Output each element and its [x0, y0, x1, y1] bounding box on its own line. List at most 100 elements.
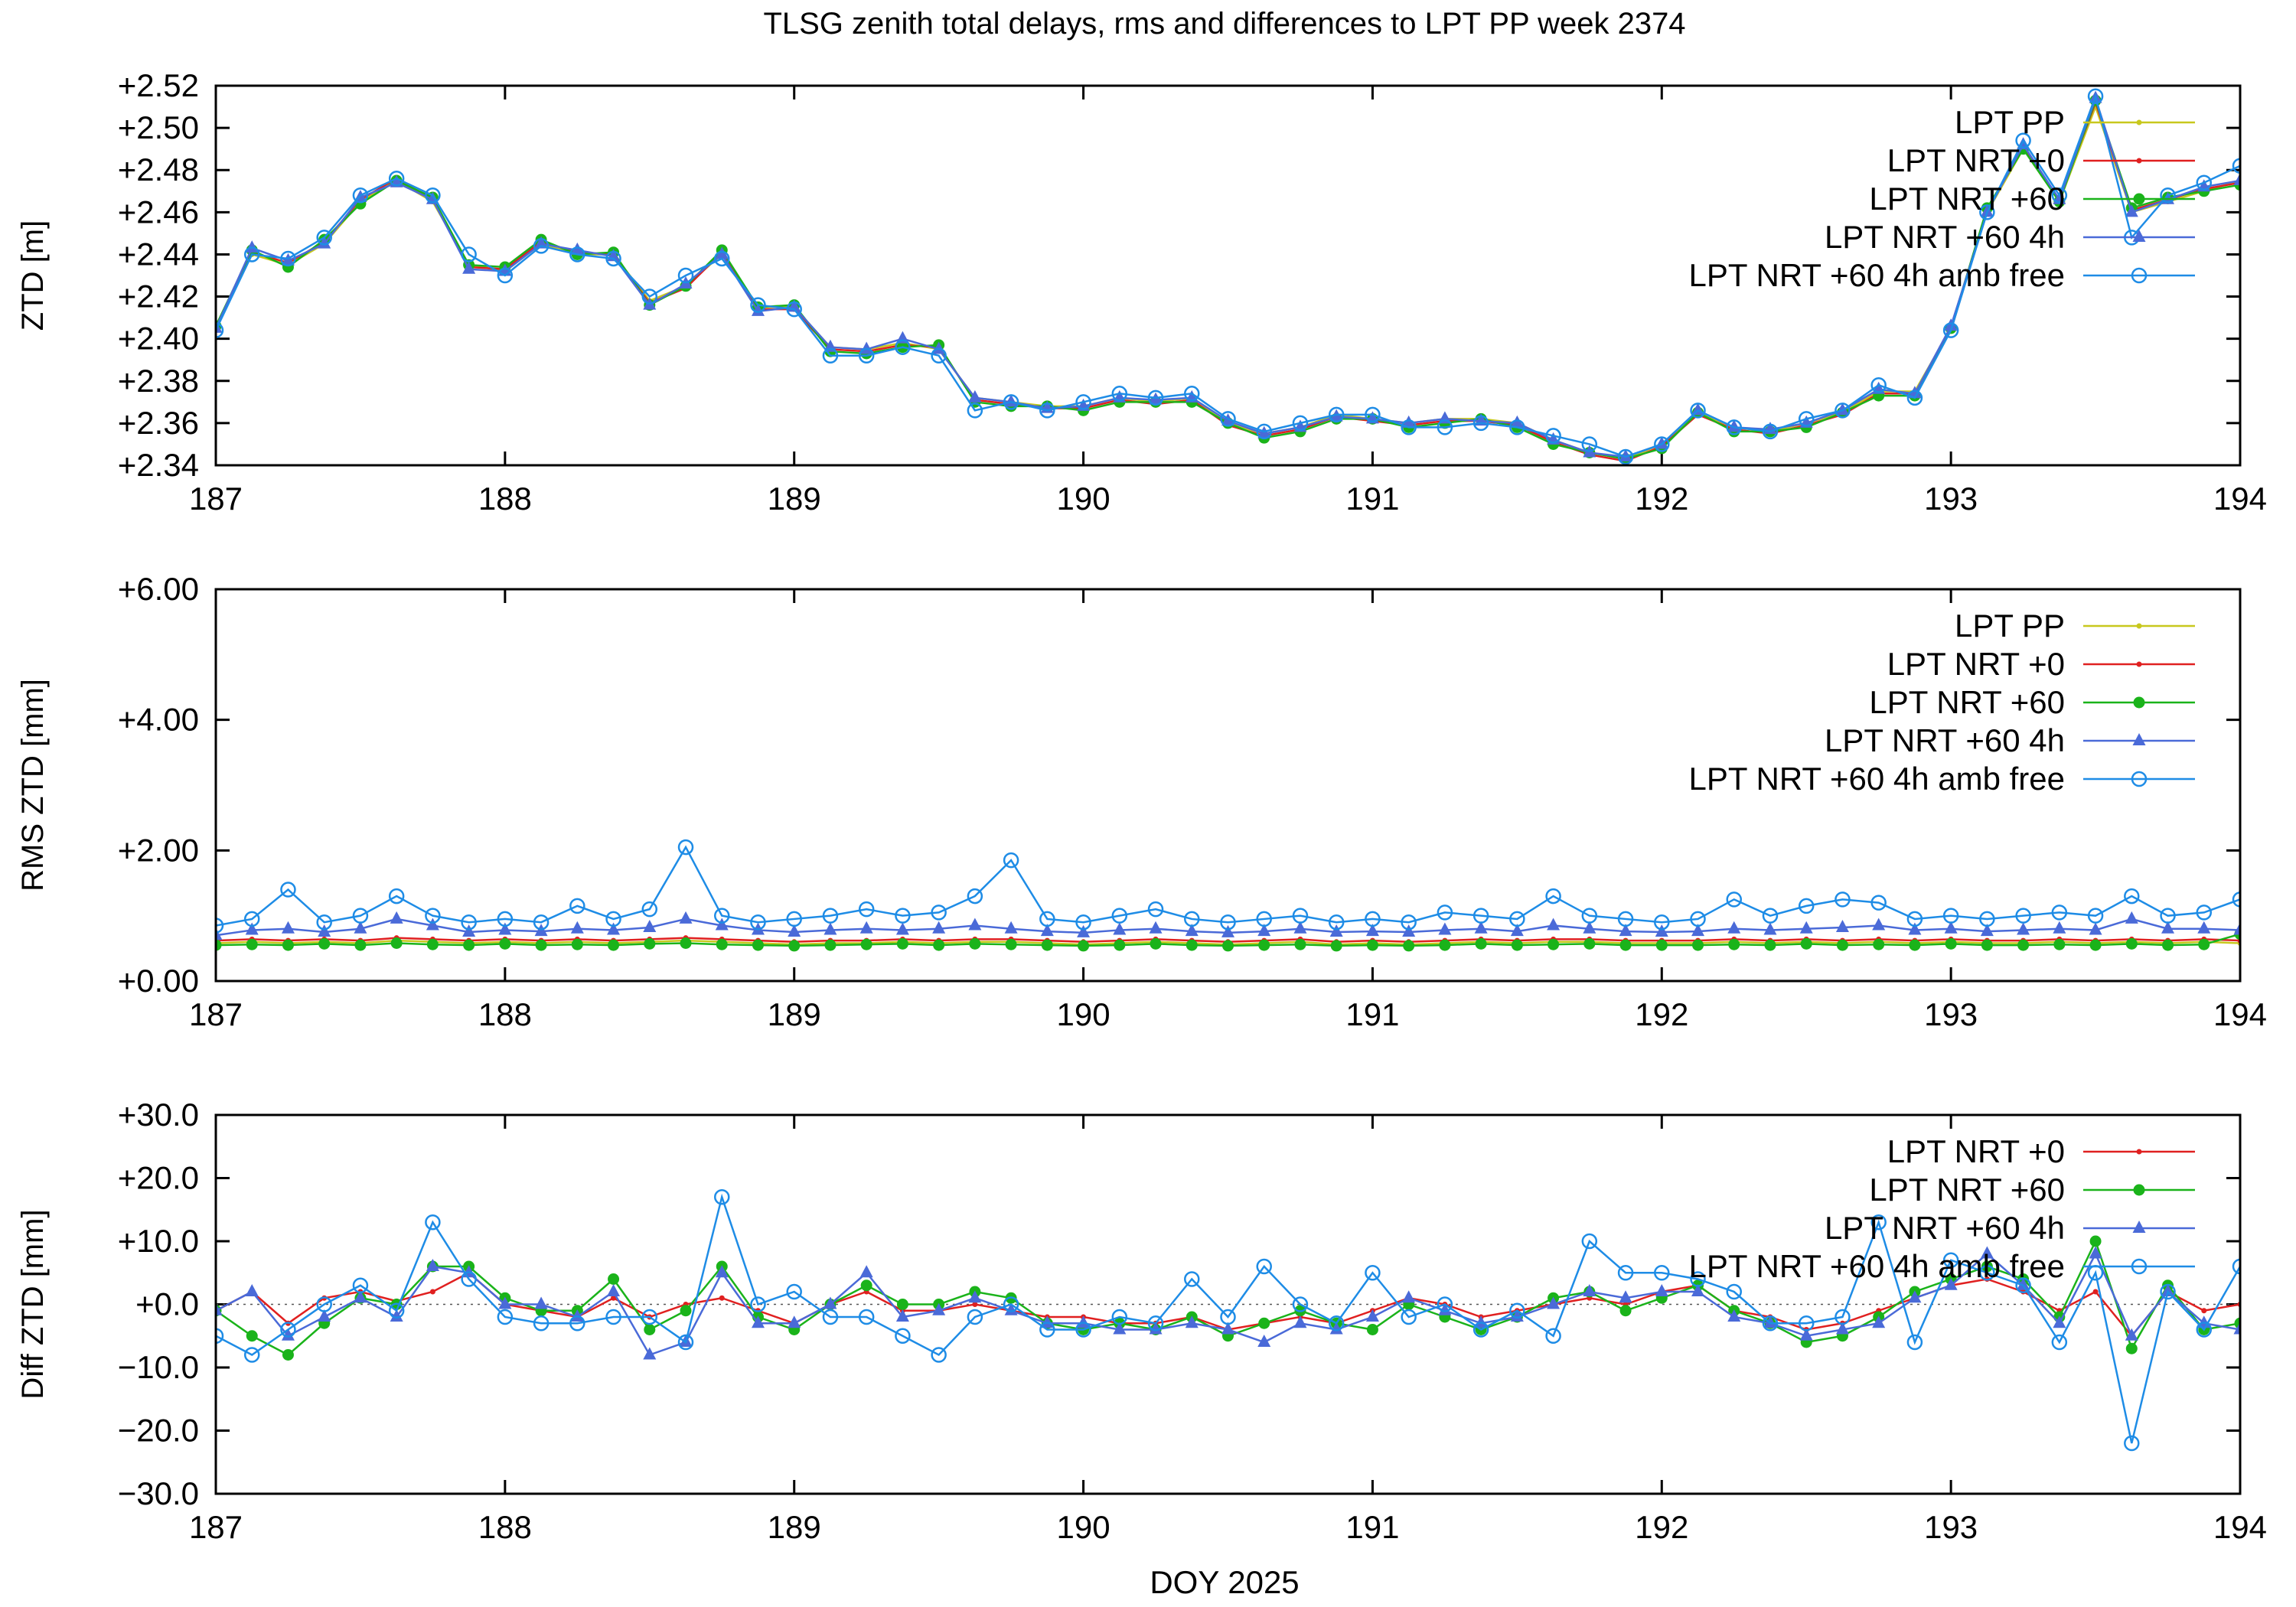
data-point: [425, 187, 441, 204]
x-tick-label: 192: [1635, 996, 1688, 1032]
data-point: [425, 1214, 441, 1231]
data-point: [1437, 419, 1453, 435]
data-point: [243, 1347, 260, 1363]
data-point: [388, 170, 405, 187]
data-point: [1114, 939, 1126, 951]
data-point: [534, 236, 548, 249]
data-point: [1221, 1322, 1234, 1335]
data-point: [1654, 914, 1670, 931]
data-point: [316, 914, 332, 931]
data-point: [318, 236, 331, 249]
data-point: [1184, 386, 1200, 402]
data-point: [498, 922, 512, 935]
x-tick-label: 187: [189, 996, 243, 1032]
data-point: [968, 390, 982, 403]
data-point: [677, 267, 694, 284]
data-point: [462, 924, 476, 937]
data-point: [1654, 1265, 1670, 1281]
y-axis-label: RMS ZTD [mm]: [16, 679, 50, 892]
x-tick-label: 191: [1345, 1509, 1399, 1545]
data-point: [1619, 939, 1632, 951]
data-point: [1040, 924, 1054, 937]
y-tick-label: +2.34: [118, 447, 199, 483]
data-point: [429, 1289, 435, 1295]
data-point: [2125, 1328, 2138, 1341]
data-point: [1583, 937, 1596, 950]
x-tick-label: 188: [478, 1509, 532, 1545]
data-point: [788, 940, 801, 952]
data-point: [1474, 921, 1488, 934]
x-tick-label: 188: [478, 996, 532, 1032]
data-point: [1547, 1296, 1561, 1309]
data-point: [1726, 419, 1742, 435]
data-point: [1147, 390, 1164, 406]
data-point: [752, 939, 764, 951]
x-tick-label: 190: [1057, 996, 1110, 1032]
legend-marker: [2132, 1221, 2146, 1233]
legend-label: LPT NRT +60: [1869, 684, 2065, 720]
legend-marker: [2136, 158, 2142, 164]
y-axis-label: Diff ZTD [mm]: [16, 1209, 50, 1399]
diff-panel: Diff ZTD [mm] −30.0 −20.0 −10.0 +0.0 +10.0 +20…: [16, 1097, 2267, 1545]
data-point: [1077, 924, 1091, 937]
y-tick-label: −30.0: [118, 1475, 199, 1511]
data-point: [2015, 1277, 2031, 1293]
data-point: [860, 1279, 872, 1292]
data-point: [2196, 174, 2213, 191]
legend-label: LPT PP: [1955, 104, 2065, 140]
data-point: [2051, 187, 2068, 204]
data-point: [932, 341, 946, 354]
x-tick-label: 187: [189, 1509, 243, 1545]
data-point: [2161, 1284, 2175, 1296]
data-point: [1835, 920, 1849, 933]
data-point: [896, 1299, 908, 1310]
data-point: [715, 246, 729, 259]
data-point: [822, 347, 839, 363]
data-point: [967, 1309, 983, 1325]
data-point: [2233, 173, 2240, 185]
data-point: [895, 1309, 909, 1322]
data-point: [497, 1309, 514, 1325]
data-point: [931, 347, 947, 363]
data-point: [1437, 1296, 1453, 1312]
data-point: [1111, 1309, 1128, 1325]
data-point: [611, 1295, 617, 1301]
data-point: [1510, 924, 1524, 937]
x-tick-label: 193: [1924, 481, 1978, 517]
series-lpt-nrt-60-4h-amb-free: [216, 839, 2240, 934]
data-point: [2161, 921, 2175, 934]
data-point: [316, 1296, 332, 1312]
data-point: [967, 403, 983, 419]
data-point: [426, 918, 439, 931]
data-point: [1619, 1290, 1632, 1303]
data-point: [280, 882, 296, 898]
data-point: [1256, 423, 1272, 440]
data-point: [245, 240, 259, 253]
data-point: [1365, 1309, 1379, 1322]
legend-label: LPT NRT +60 4h amb free: [1689, 1248, 2065, 1284]
data-point: [1220, 411, 1236, 427]
data-point: [571, 938, 583, 950]
data-point: [1005, 938, 1017, 950]
data-point: [1220, 914, 1236, 931]
data-point: [2017, 922, 2030, 935]
y-tick-label: +2.42: [118, 279, 199, 315]
data-point: [822, 1309, 839, 1325]
plot-area: [216, 88, 2240, 465]
data-point: [1726, 1283, 1742, 1300]
y-tick-label: +2.40: [118, 321, 199, 357]
data-point: [388, 888, 405, 905]
data-point: [1872, 918, 1886, 931]
data-point: [823, 922, 837, 935]
data-point: [1111, 386, 1128, 402]
data-point: [388, 1302, 405, 1319]
legend-marker: [2133, 696, 2145, 709]
data-point: [425, 908, 441, 924]
data-point: [1799, 921, 1813, 934]
plot-frame: [214, 1113, 2242, 1495]
data-point: [461, 914, 477, 931]
data-point: [643, 1347, 657, 1360]
data-point: [1583, 921, 1596, 934]
